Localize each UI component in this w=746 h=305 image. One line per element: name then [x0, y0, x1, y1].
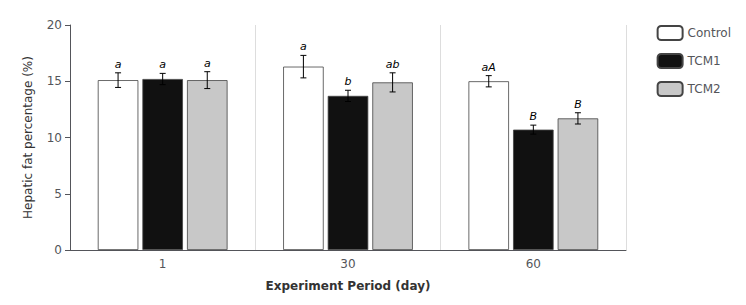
- svg-text:20: 20: [47, 18, 62, 32]
- svg-text:Hepatic fat percentage (%): Hepatic fat percentage (%): [21, 56, 35, 219]
- svg-text:1: 1: [159, 257, 167, 271]
- svg-text:10: 10: [47, 131, 62, 145]
- svg-text:a: a: [300, 40, 307, 53]
- svg-text:60: 60: [526, 257, 541, 271]
- svg-text:Experiment Period (day): Experiment Period (day): [266, 279, 431, 293]
- svg-text:a: a: [204, 57, 211, 70]
- svg-text:B: B: [574, 98, 582, 111]
- svg-text:b: b: [345, 75, 352, 88]
- svg-text:a: a: [115, 58, 122, 71]
- svg-text:15: 15: [47, 74, 62, 88]
- svg-text:30: 30: [340, 257, 355, 271]
- svg-text:TCM1: TCM1: [687, 54, 721, 68]
- svg-text:aA: aA: [482, 61, 496, 74]
- svg-text:ab: ab: [386, 58, 400, 71]
- svg-text:B: B: [530, 110, 538, 123]
- svg-text:Control: Control: [688, 26, 731, 40]
- svg-text:0: 0: [54, 243, 62, 257]
- svg-text:5: 5: [54, 187, 62, 201]
- svg-text:a: a: [159, 58, 166, 71]
- svg-text:TCM2: TCM2: [687, 82, 721, 96]
